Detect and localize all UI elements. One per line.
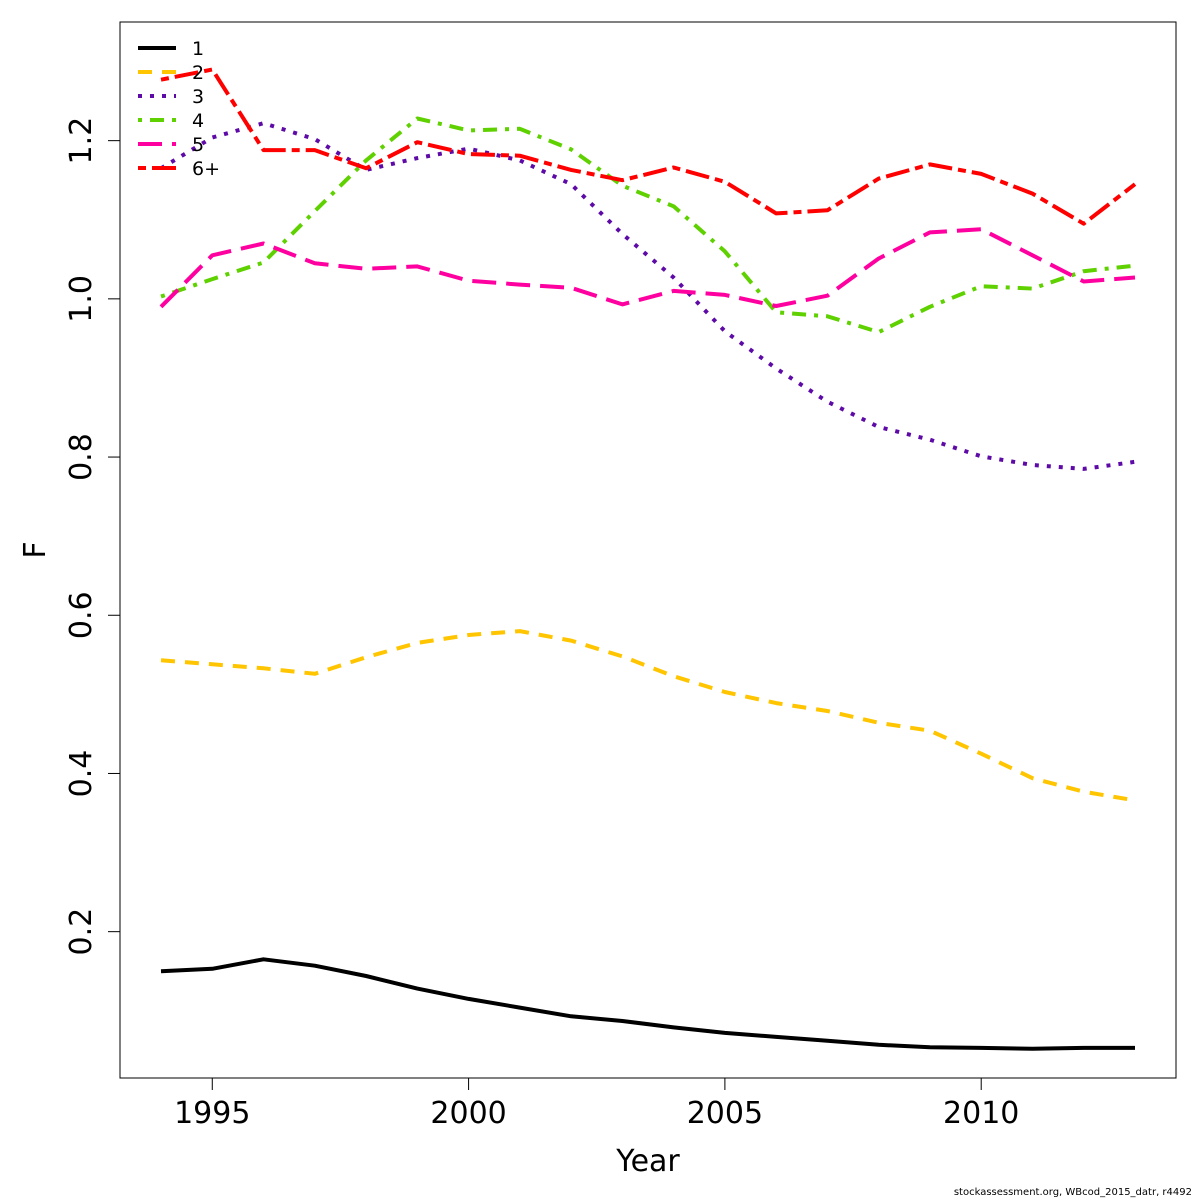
legend-label: 5	[192, 134, 204, 156]
series-line-1	[160, 957, 1135, 1051]
series-line-2	[160, 629, 1136, 803]
plot-frame	[119, 21, 1177, 1079]
y-tick-label: 1.2	[64, 117, 99, 165]
x-axis: 1995 2000 2005 2010	[174, 1077, 1019, 1131]
series-lines	[159, 67, 1137, 1051]
x-tick-label: 1995	[174, 1096, 250, 1131]
series-line-4	[160, 116, 1136, 335]
y-axis-title: F	[18, 541, 53, 558]
y-tick-label: 0.2	[64, 908, 99, 956]
footer-credit: stockassessment.org, WBcod_2015_datr, r4…	[953, 1187, 1192, 1198]
legend-label: 6+	[192, 158, 220, 180]
series-line-5	[159, 227, 1136, 309]
y-tick-label: 1.0	[64, 275, 99, 323]
legend-label: 3	[192, 86, 204, 108]
y-axis: 0.2 0.4 0.6 0.8 1.0 1.2	[64, 117, 121, 956]
legend-label: 4	[192, 110, 204, 132]
series-line-6plus	[160, 67, 1137, 226]
y-tick-label: 0.4	[64, 750, 99, 798]
x-tick-label: 2010	[943, 1096, 1019, 1131]
x-tick-label: 2005	[687, 1096, 763, 1131]
y-tick-label: 0.8	[64, 433, 99, 481]
x-axis-title: Year	[615, 1144, 680, 1179]
y-tick-label: 0.6	[64, 591, 99, 639]
legend-label: 1	[192, 38, 204, 60]
legend-label: 2	[192, 62, 204, 84]
x-tick-label: 2000	[430, 1096, 506, 1131]
